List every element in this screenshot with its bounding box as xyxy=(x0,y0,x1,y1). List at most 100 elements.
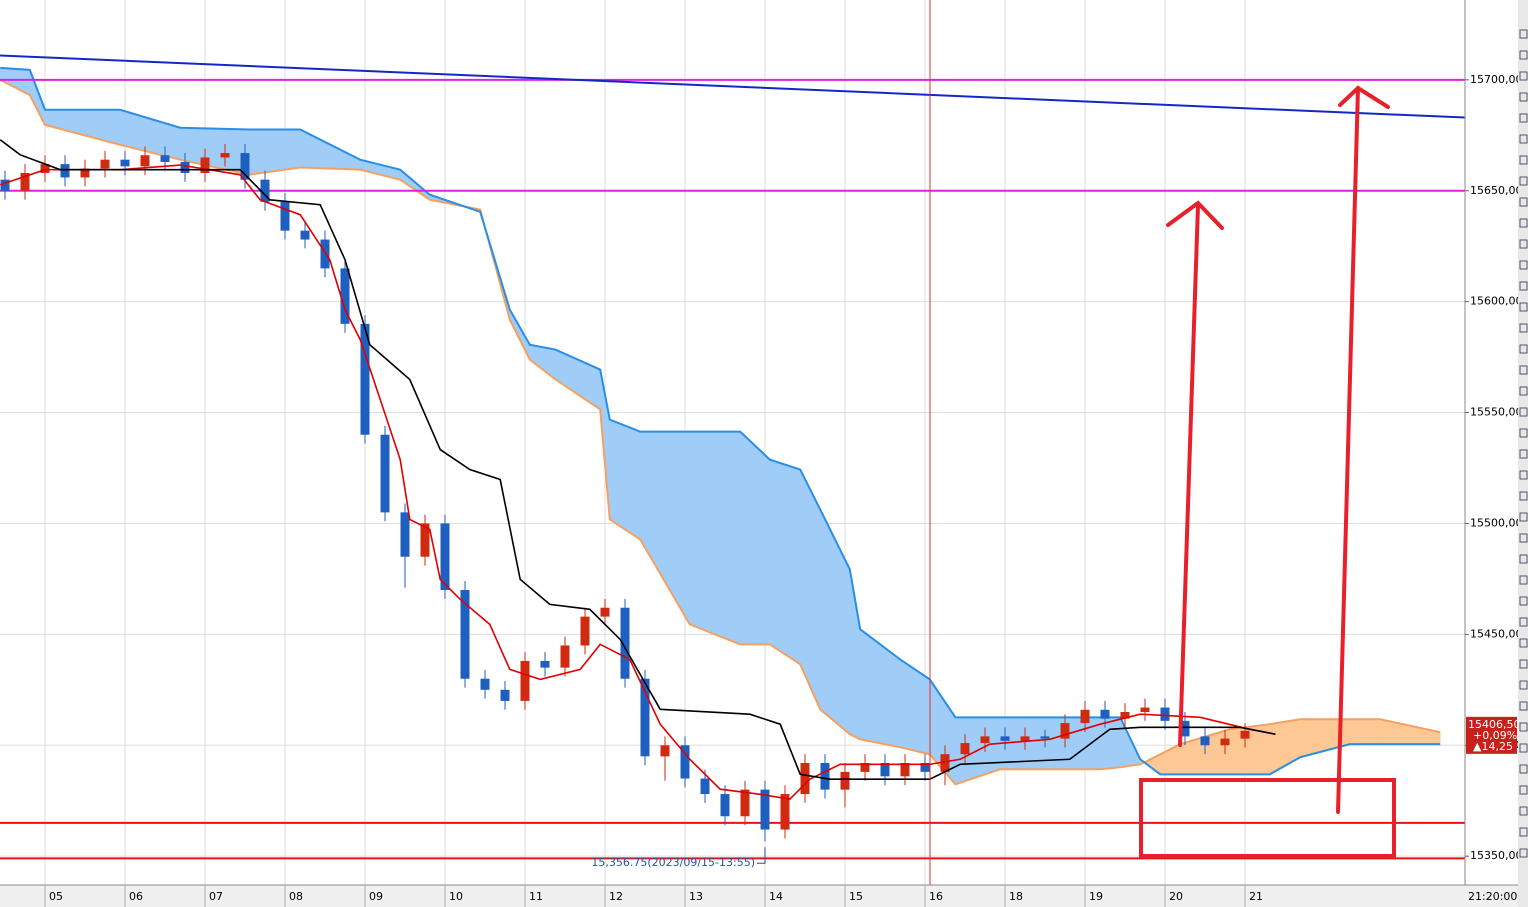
candle-body xyxy=(1140,707,1150,712)
candle-body xyxy=(260,179,270,202)
candle-body xyxy=(980,736,990,744)
tool-icon xyxy=(1519,71,1528,81)
candle-body xyxy=(920,763,930,772)
candle-body xyxy=(460,590,470,679)
candle-body xyxy=(740,789,750,817)
candle-body xyxy=(280,201,290,231)
candle-body xyxy=(1120,711,1130,719)
tool-icon xyxy=(1519,806,1528,816)
candle-body xyxy=(620,607,630,679)
candle-body xyxy=(900,763,910,777)
candle-body xyxy=(220,153,230,158)
trendline xyxy=(0,54,1466,119)
time-label: 21:20:00 xyxy=(1468,890,1517,903)
drawings xyxy=(1139,85,1396,858)
span-b-line xyxy=(0,66,1441,776)
span-a-line xyxy=(0,78,1441,786)
cloud-fill xyxy=(1349,719,1381,745)
candle-body xyxy=(60,164,70,178)
candle-body xyxy=(420,523,430,557)
highlight-box xyxy=(1139,778,1396,858)
tool-icon xyxy=(1519,491,1528,501)
candle-body xyxy=(100,159,110,169)
candle-body xyxy=(140,155,150,167)
tool-icon xyxy=(1519,92,1528,102)
candle-body xyxy=(300,230,310,240)
tool-icon xyxy=(1519,596,1528,606)
tool-icon xyxy=(1519,428,1528,438)
tool-icon xyxy=(1519,386,1528,396)
candle-body xyxy=(520,660,530,701)
tool-icon xyxy=(1519,344,1528,354)
tool-icon xyxy=(1519,680,1528,690)
candle-body xyxy=(1200,736,1210,746)
x-tick-label: 15 xyxy=(849,890,863,903)
candle-body xyxy=(480,678,490,690)
indicator-line xyxy=(0,139,1276,780)
tool-icon xyxy=(1519,575,1528,585)
toolbar[interactable] xyxy=(1518,0,1528,907)
candle-body xyxy=(80,168,90,178)
x-tick-label: 14 xyxy=(769,890,783,903)
cloud-fill xyxy=(739,431,771,645)
y-tick-label: 15500,00 xyxy=(1470,516,1523,529)
candle-body xyxy=(20,173,30,191)
x-tick-label: 12 xyxy=(609,890,623,903)
tool-icon xyxy=(1519,827,1528,837)
candle-body xyxy=(120,159,130,167)
candle-body xyxy=(820,763,830,790)
candle-body xyxy=(180,161,190,174)
candle-body xyxy=(160,155,170,162)
tool-icon xyxy=(1519,176,1528,186)
x-tick-label: 16 xyxy=(929,890,943,903)
candle-body xyxy=(700,778,710,795)
candle-body xyxy=(1000,736,1010,741)
x-tick-label: 21 xyxy=(1249,890,1263,903)
tool-icon xyxy=(1519,407,1528,417)
tool-icon xyxy=(1519,512,1528,522)
x-axis-area xyxy=(0,885,1518,907)
candle-body xyxy=(560,645,570,668)
y-tick-label: 15700,00 xyxy=(1470,73,1523,86)
change: ▲14,25 xyxy=(1473,740,1513,753)
x-tick-label: 06 xyxy=(129,890,143,903)
tool-icon xyxy=(1519,743,1528,753)
candle-body xyxy=(400,512,410,557)
candle-body xyxy=(440,523,450,590)
candle-body xyxy=(1100,709,1110,719)
candle-body xyxy=(1060,723,1070,739)
candle-body xyxy=(40,164,50,174)
tool-icon xyxy=(1519,260,1528,270)
y-tick-label: 15450,00 xyxy=(1470,627,1523,640)
tool-icon xyxy=(1519,218,1528,228)
x-tick-label: 08 xyxy=(289,890,303,903)
y-tick-label: 15550,00 xyxy=(1470,406,1523,419)
annotation: 15,356.75(2023/09/15-13:55) xyxy=(591,856,755,869)
tool-icon xyxy=(1519,764,1528,774)
y-tick-label: 15350,00 xyxy=(1470,849,1523,862)
tool-icon xyxy=(1519,449,1528,459)
tool-icon xyxy=(1519,533,1528,543)
candle-body xyxy=(680,745,690,779)
tool-icon xyxy=(1519,155,1528,165)
candle-body xyxy=(380,434,390,513)
annotation-pointer xyxy=(757,847,766,864)
change-percent: +0,09% xyxy=(1473,729,1517,742)
tool-icon xyxy=(1519,848,1528,858)
candle-body xyxy=(540,660,550,668)
cloud-fill xyxy=(769,459,801,665)
axes: 15350,0015400,0015450,0015500,0015550,00… xyxy=(44,73,1523,907)
tool-icon xyxy=(1519,302,1528,312)
tool-icon xyxy=(1519,323,1528,333)
tool-icon xyxy=(1519,239,1528,249)
candle-body xyxy=(800,763,810,795)
x-tick-label: 05 xyxy=(49,890,63,903)
candle-body xyxy=(960,743,970,755)
cloud-fill xyxy=(1099,717,1121,770)
candle-body xyxy=(320,239,330,269)
candle-body xyxy=(580,616,590,646)
tool-icon xyxy=(1519,701,1528,711)
candle-body xyxy=(940,754,950,772)
toolbar-icons xyxy=(1519,29,1528,858)
arrow-head xyxy=(1338,85,1390,109)
